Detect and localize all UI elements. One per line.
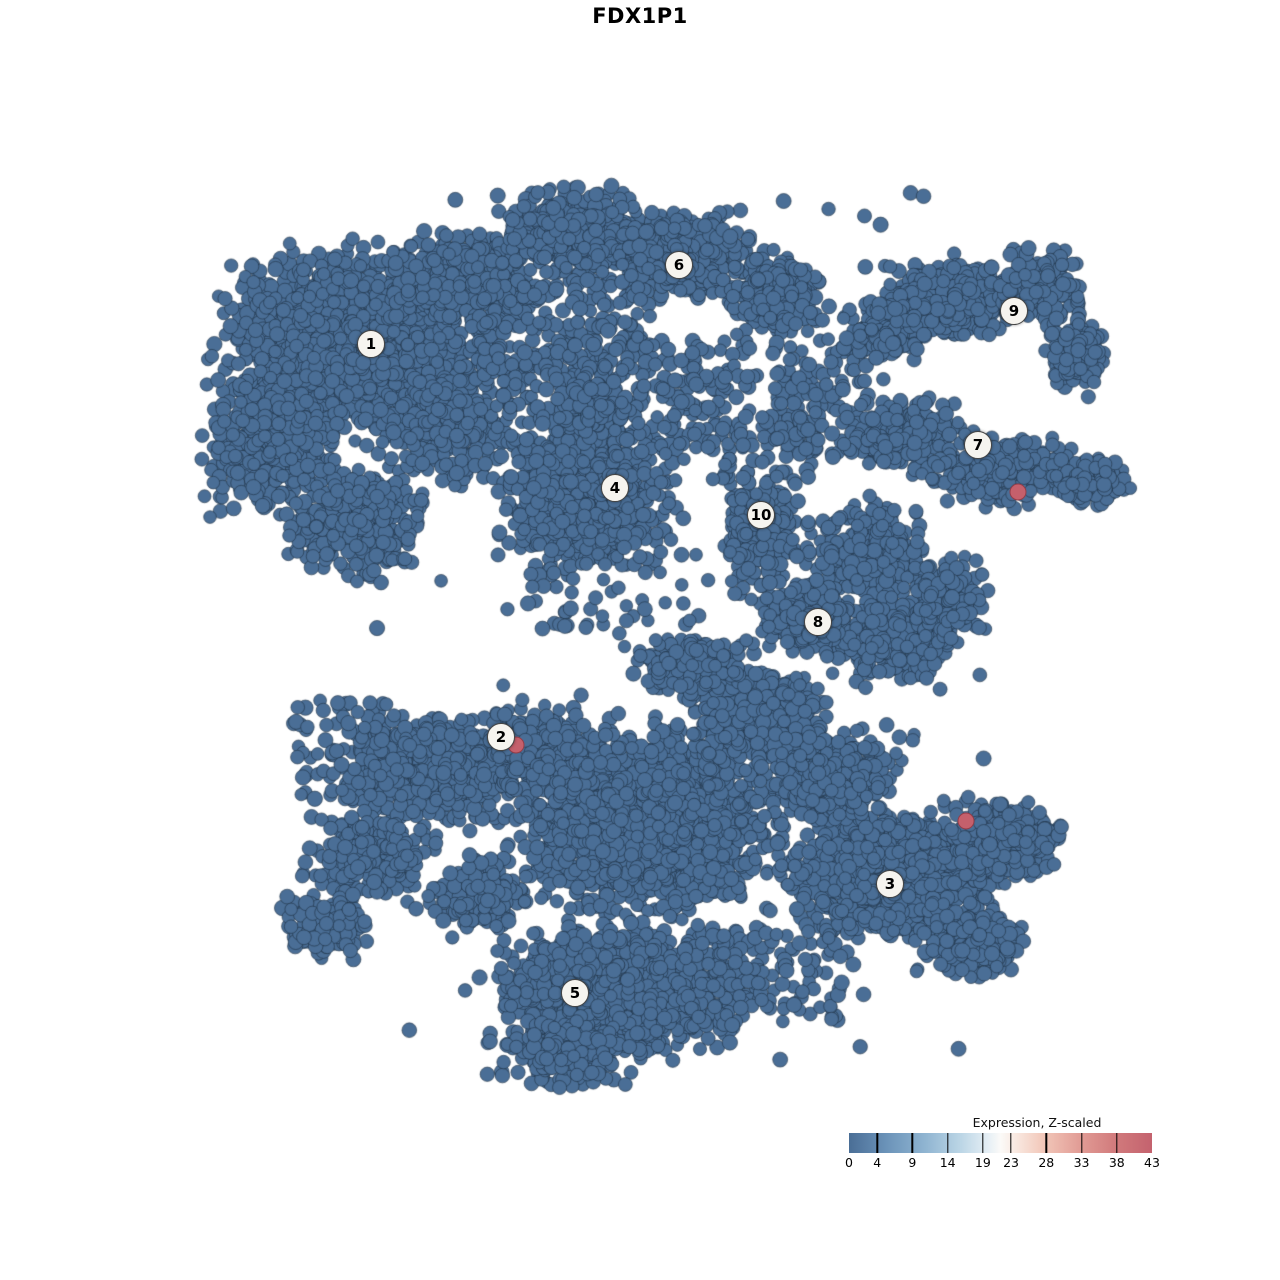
colorbar-tick-label: 28 (1038, 1155, 1055, 1170)
colorbar-tick-label: 0 (845, 1155, 853, 1170)
colorbar-tick-line (876, 1133, 878, 1153)
expression-colorbar-legend: Expression, Z-scaled 0 4 9 14 19 23 28 33 38 43 (845, 1115, 1160, 1171)
colorbar-tick-label: 38 (1108, 1155, 1125, 1170)
legend-title: Expression, Z-scaled (972, 1115, 1102, 1130)
colorbar-tick-line (911, 1133, 914, 1153)
colorbar-tick-label: 23 (1003, 1155, 1020, 1170)
colorbar-tick-label: 4 (873, 1155, 882, 1170)
colorbar-tick-label: 19 (974, 1155, 991, 1170)
colorbar-tick-line (1080, 1133, 1083, 1153)
colorbar-tick-labels: 0 4 9 14 19 23 28 33 38 43 (845, 1155, 1160, 1171)
colorbar-tick-line (982, 1133, 984, 1153)
colorbar-tick-label: 43 (1144, 1155, 1160, 1170)
colorbar-tick-line (946, 1133, 949, 1153)
colorbar-tick-line (1116, 1133, 1118, 1153)
colorbar-tick-line (1010, 1133, 1012, 1153)
colorbar-gradient (849, 1133, 1152, 1153)
colorbar-tick-label: 9 (908, 1155, 917, 1170)
colorbar-tick-label: 14 (939, 1155, 956, 1170)
colorbar-tick-line (1045, 1133, 1047, 1153)
colorbar-tick-label: 33 (1073, 1155, 1090, 1170)
